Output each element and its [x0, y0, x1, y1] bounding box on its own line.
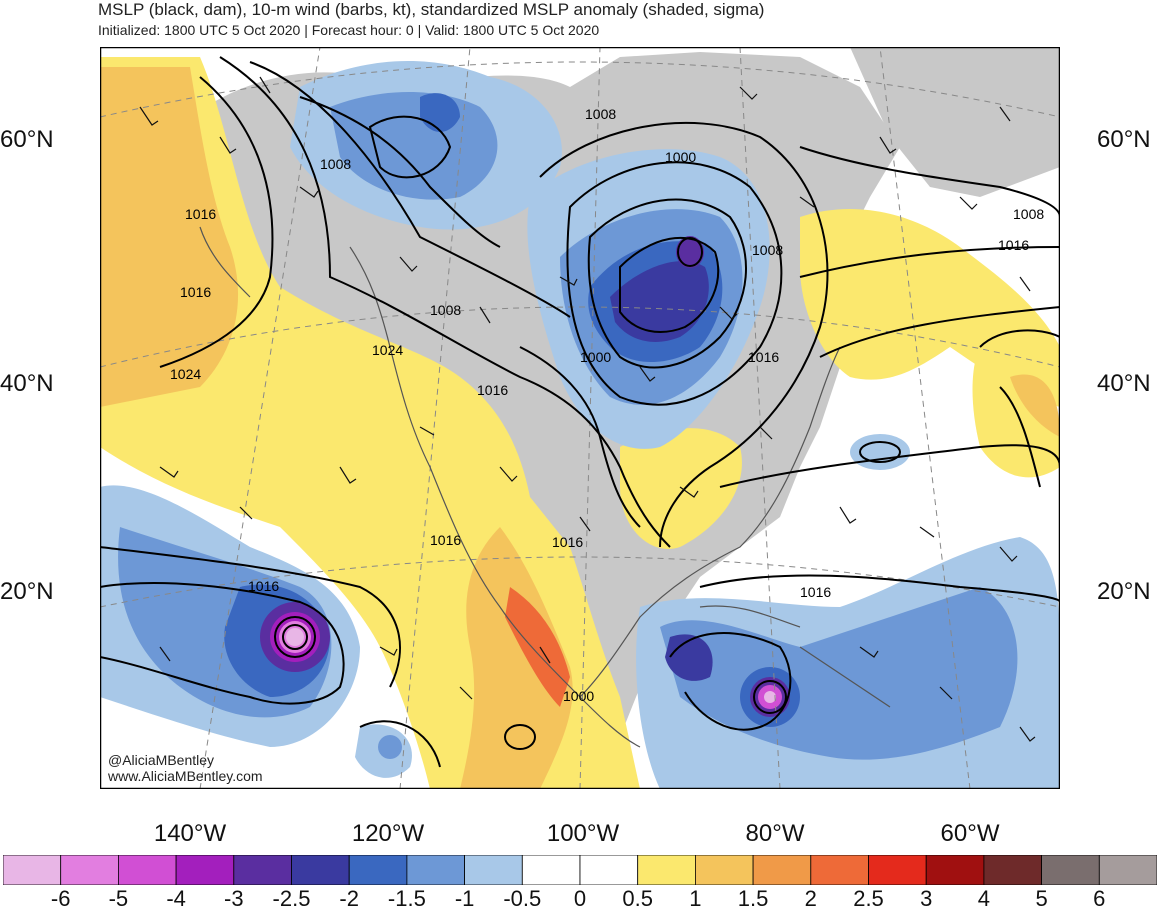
isobar-label: 1008 [585, 106, 616, 122]
colorbar-swatch [695, 855, 754, 885]
isobar-label: 1000 [580, 349, 611, 365]
credit-handle: @AliciaMBentley [108, 752, 215, 768]
colorbar-swatch [3, 855, 62, 885]
colorbar-tick-label: -1 [454, 886, 475, 911]
colorbar-tick-label: 0.5 [622, 886, 653, 911]
isobars [100, 56, 1060, 768]
graticule [100, 47, 1060, 789]
isobar-label: 1008 [752, 242, 783, 258]
colorbar-tick-label: 0 [573, 886, 587, 911]
colorbar-tick-label: 3 [920, 886, 933, 911]
colorbar-swatch [464, 855, 523, 885]
colorbar-swatch [291, 855, 350, 885]
colorbar-tick-label: -5 [108, 886, 129, 911]
lon-label: 80°W [745, 820, 805, 847]
lon-label: 120°W [351, 820, 425, 847]
lon-label: 140°W [153, 820, 227, 847]
colorbar-swatch [925, 855, 985, 885]
chart-title: MSLP (black, dam), 10-m wind (barbs, kt)… [98, 0, 765, 19]
isobar-label: 1008 [430, 302, 461, 318]
colorbar-tick-label: -2.5 [272, 886, 311, 911]
lat-label-left: 20°N [0, 578, 54, 605]
colorbar-swatch [637, 855, 696, 885]
chart-subtitle: Initialized: 1800 UTC 5 Oct 2020 | Forec… [98, 22, 600, 38]
positive-anomaly-shading [100, 57, 1060, 789]
negative-anomaly-shading [100, 60, 1060, 789]
isobar-label: 1016 [185, 206, 216, 222]
isobar-label: 1024 [170, 366, 201, 382]
colorbar-tick-label: 1 [689, 886, 702, 911]
lat-label-left: 40°N [0, 370, 54, 397]
colorbar-swatch [175, 855, 235, 885]
lon-label: 100°W [546, 820, 620, 847]
lat-label-left: 60°N [0, 126, 54, 153]
weather-map: 1008 1000 1008 1016 1008 1024 1000 1008 … [100, 47, 1060, 789]
isobar-label: 1000 [665, 149, 696, 165]
colorbar-tick-label: -3 [224, 886, 244, 911]
colorbar-swatch [810, 855, 869, 885]
colorbar-tick-label: -4 [166, 886, 186, 911]
coastlines [199, 226, 891, 748]
isobar-label: 1016 [248, 578, 279, 594]
lat-label-right: 20°N [1097, 578, 1151, 605]
isobar-label: 1016 [998, 237, 1029, 253]
isobar-label: 1016 [477, 382, 508, 398]
colorbar-tick-label: 1.5 [737, 886, 769, 911]
isobar-label: 1016 [180, 284, 211, 300]
colorbar-swatch [752, 855, 812, 885]
isobar-label: 1016 [552, 534, 583, 550]
colorbar-tick-label: -6 [50, 886, 71, 911]
lon-label: 60°W [940, 820, 1000, 847]
colorbar-swatch [348, 855, 408, 885]
isobar-label: 1016 [748, 349, 779, 365]
colorbar-tick-label: -0.5 [503, 886, 542, 911]
colorbar-tick-label: 2.5 [853, 886, 884, 911]
colorbar-swatch [1041, 855, 1100, 885]
colorbar-tick-label: -1.5 [387, 886, 426, 911]
colorbar-tick-label: -2 [339, 886, 359, 911]
colorbar-tick-label: 6 [1093, 886, 1106, 911]
colorbar-swatch [118, 855, 177, 885]
colorbar-swatch [406, 855, 465, 885]
isobar-label: 1016 [430, 532, 461, 548]
colorbar-swatch [233, 855, 292, 885]
credit-website: www.AliciaMBentley.com [108, 768, 263, 784]
colorbar-tick-label: 2 [804, 886, 817, 911]
isobar-label: 1016 [800, 584, 831, 600]
lat-label-right: 60°N [1097, 126, 1151, 153]
colorbar-swatch [60, 855, 119, 885]
wind-barbs [139, 76, 1036, 742]
colorbar [3, 855, 1157, 885]
isobar-label: 1008 [1013, 206, 1044, 222]
lat-label-right: 40°N [1097, 370, 1151, 397]
colorbar-swatch [1098, 855, 1157, 885]
isobar-label: 1024 [372, 342, 403, 358]
map-frame [100, 47, 1060, 789]
isobar-label-group: 1008 1000 1008 1016 1008 1024 1000 1008 … [170, 106, 1044, 704]
colorbar-swatch [868, 855, 927, 885]
colorbar-swatch [983, 855, 1043, 885]
isobar-label: 1000 [563, 688, 594, 704]
colorbar-swatch [579, 855, 639, 885]
colorbar-tick-label: 4 [977, 886, 991, 911]
isobar-label: 1008 [320, 156, 351, 172]
colorbar-swatch [521, 855, 581, 885]
colorbar-tick-label: 5 [1035, 886, 1048, 911]
